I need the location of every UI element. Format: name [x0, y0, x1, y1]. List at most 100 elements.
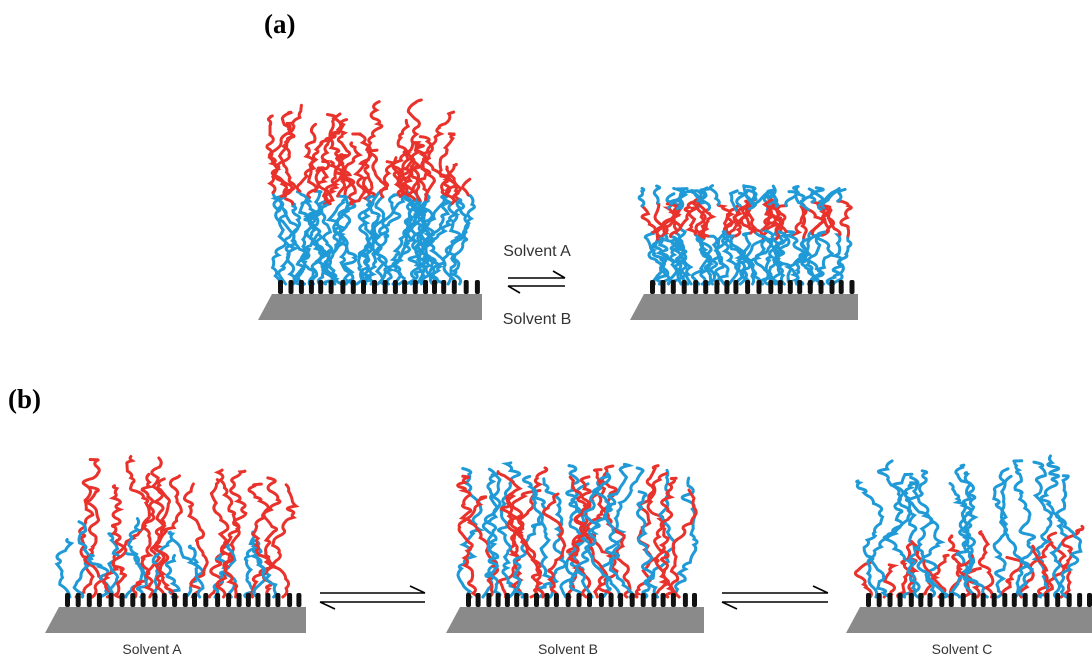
polymer-chain	[946, 534, 963, 599]
polymer-chain	[335, 194, 358, 286]
anchor-group	[495, 593, 501, 607]
polymer-chain	[445, 165, 462, 200]
anchor-group	[703, 280, 709, 294]
substrate	[446, 607, 704, 633]
arrow	[721, 601, 828, 610]
anchor-group	[328, 280, 334, 294]
polymer-chain	[896, 559, 910, 599]
anchor-group	[797, 280, 803, 294]
anchor-group	[423, 280, 428, 294]
anchor-group	[948, 593, 954, 607]
polymer-chain	[530, 489, 555, 599]
polymer-chain	[668, 207, 681, 235]
anchor-group	[340, 280, 346, 294]
anchor-group	[523, 593, 529, 607]
polymer-chain	[673, 227, 693, 286]
polymer-chain	[167, 530, 205, 599]
polymer-chain	[248, 539, 278, 599]
polymer-chain	[807, 187, 817, 204]
anchor-group	[714, 280, 720, 294]
anchor-group	[215, 593, 221, 607]
polymer-chain	[1000, 555, 1023, 599]
polymer-chain	[249, 483, 300, 599]
polymer-chain	[855, 479, 892, 599]
solvent-label: Solvent A	[122, 641, 182, 657]
anchor-group	[382, 280, 388, 294]
polymer-chain	[727, 231, 752, 286]
polymer-chain	[565, 464, 585, 599]
polymer-chain	[784, 230, 821, 286]
polymer-chain	[213, 468, 241, 599]
anchor-group	[451, 280, 457, 294]
anchor-group	[818, 280, 824, 294]
polymer-chain	[271, 191, 316, 286]
anchor-group	[96, 593, 102, 607]
anchor-group	[161, 593, 167, 607]
anchor-group	[768, 280, 774, 294]
anchor-group	[534, 593, 539, 607]
polymer-chain	[457, 495, 488, 599]
anchor-group	[587, 593, 592, 607]
anchor-group	[553, 593, 559, 607]
polymer-chain	[338, 141, 364, 197]
polymer-chain	[706, 234, 726, 286]
polymer-chain	[674, 231, 694, 286]
polymer-chain	[1059, 524, 1085, 599]
anchor-group	[192, 593, 197, 607]
anchor-group	[119, 593, 125, 607]
polymer-chain	[250, 476, 291, 599]
polymer-chain	[321, 160, 341, 206]
anchor-group	[745, 280, 751, 294]
anchor-group	[777, 280, 783, 294]
anchor-group	[412, 280, 418, 294]
anchor-group	[829, 280, 835, 294]
polymer-chain	[83, 485, 104, 599]
polymer-chain	[761, 196, 788, 233]
anchor-group	[971, 593, 977, 607]
polymer-chain	[1054, 474, 1083, 599]
polymer-chain	[414, 135, 434, 202]
anchor-group	[887, 593, 893, 607]
polymer-chain	[332, 202, 357, 286]
polymer-chain	[748, 188, 775, 211]
anchor-group	[130, 593, 136, 607]
polymer-chain	[760, 227, 786, 286]
solvent-label: Solvent A	[503, 243, 571, 260]
polymer-chain	[882, 472, 917, 599]
polymer-chain	[697, 207, 717, 238]
polymer-chain	[816, 187, 841, 212]
anchor-group	[275, 593, 281, 607]
anchor-group	[866, 593, 871, 607]
polymer-chain	[992, 474, 1013, 599]
anchor-group	[203, 593, 209, 607]
polymer-chain	[366, 148, 389, 195]
polymer-chain	[325, 113, 352, 198]
polymer-chain	[636, 490, 660, 599]
polymer-chain	[853, 560, 873, 599]
anchor-group	[598, 593, 604, 607]
polymer-chain	[749, 236, 774, 286]
polymer-chain	[992, 467, 1029, 599]
arrow	[320, 585, 426, 594]
polymer-chain	[721, 234, 751, 286]
polymer-chain	[357, 195, 386, 286]
polymer-chain	[692, 191, 712, 211]
polymer-chain	[669, 488, 698, 599]
anchor-group	[787, 280, 793, 294]
polymer-chain	[316, 166, 330, 207]
anchor-group	[392, 280, 398, 294]
polymer-chain	[655, 234, 683, 286]
anchor-group	[660, 593, 666, 607]
polymer-chain	[270, 202, 302, 286]
polymer-chain	[1018, 541, 1054, 599]
anchor-group	[608, 593, 614, 607]
polymer-chain	[903, 481, 921, 599]
polymer-chain	[697, 187, 711, 203]
polymer-chain	[272, 194, 299, 286]
polymer-chain	[643, 230, 668, 286]
anchor-group	[350, 280, 356, 294]
polymer-chain	[810, 206, 831, 236]
polymer-chain	[810, 232, 835, 286]
polymer-chain	[542, 492, 567, 599]
